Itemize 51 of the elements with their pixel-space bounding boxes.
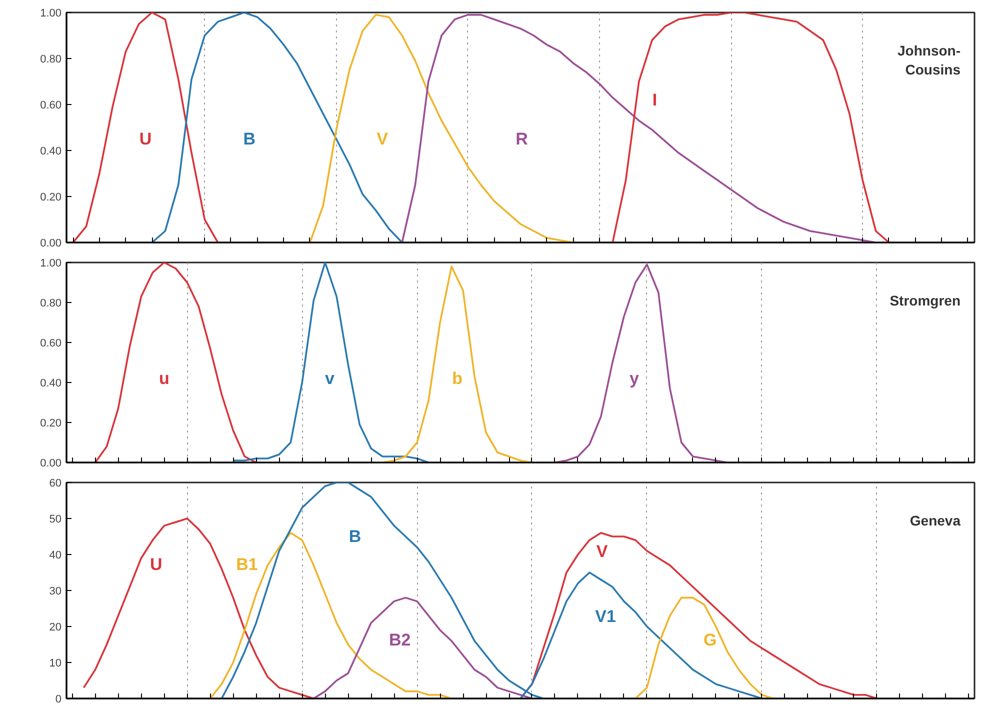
line-series	[612, 12, 890, 242]
text: Johnson- Cousins	[898, 42, 961, 78]
y-tick-label: 0.80	[40, 54, 62, 66]
y-tick-label: 0.20	[40, 418, 62, 430]
line-series	[634, 596, 774, 698]
line-series	[309, 14, 574, 242]
line-series	[554, 264, 728, 462]
line-series	[151, 12, 403, 242]
y-tick-label: 0.00	[40, 458, 62, 470]
y-tick-label: 0.80	[40, 298, 62, 310]
y-tick-label: 1.00	[40, 8, 62, 20]
line-series	[370, 266, 533, 462]
series-label: B	[348, 527, 362, 546]
y-tick-label: 0.40	[40, 146, 62, 158]
text: R	[516, 130, 528, 148]
series-label: B2	[388, 630, 411, 650]
line-series	[232, 262, 430, 462]
line-series	[94, 262, 258, 462]
y-tick-label: 1.00	[40, 258, 62, 270]
y-tick-label: 0.00	[40, 238, 62, 250]
series-label: b	[452, 369, 462, 388]
y-tick-label: 0.60	[40, 100, 62, 112]
text: Geneva	[910, 512, 961, 528]
text: B	[243, 130, 256, 148]
y-tick-label: 60	[49, 478, 62, 490]
y-tick-label: 30	[49, 586, 62, 598]
line-series	[312, 596, 533, 698]
series-label: V	[596, 542, 608, 562]
y-tick-label: 0.60	[40, 338, 62, 350]
y-tick-label: 50	[49, 514, 62, 526]
series-label: u	[159, 369, 170, 388]
y-tick-label: 0.20	[40, 192, 62, 204]
series-label: v	[324, 369, 335, 388]
series-label: U	[139, 130, 152, 148]
line-series	[401, 14, 877, 242]
series-label: U	[150, 555, 162, 574]
series-label: y	[630, 369, 640, 388]
text: Stromgren	[890, 292, 961, 308]
y-tick-label: 40	[49, 550, 62, 562]
y-tick-label: 20	[49, 622, 62, 634]
series-label: V1	[595, 606, 616, 626]
series-label: G	[704, 630, 717, 650]
series-label: I	[652, 90, 658, 110]
line-series	[82, 518, 315, 698]
y-tick-label: 0.40	[40, 378, 62, 390]
text: V	[376, 130, 389, 148]
y-tick-label: 0	[55, 694, 62, 706]
line-series	[72, 12, 219, 242]
y-tick-label: 10	[49, 658, 62, 670]
series-label: B1	[236, 555, 258, 574]
line-series	[209, 532, 452, 698]
